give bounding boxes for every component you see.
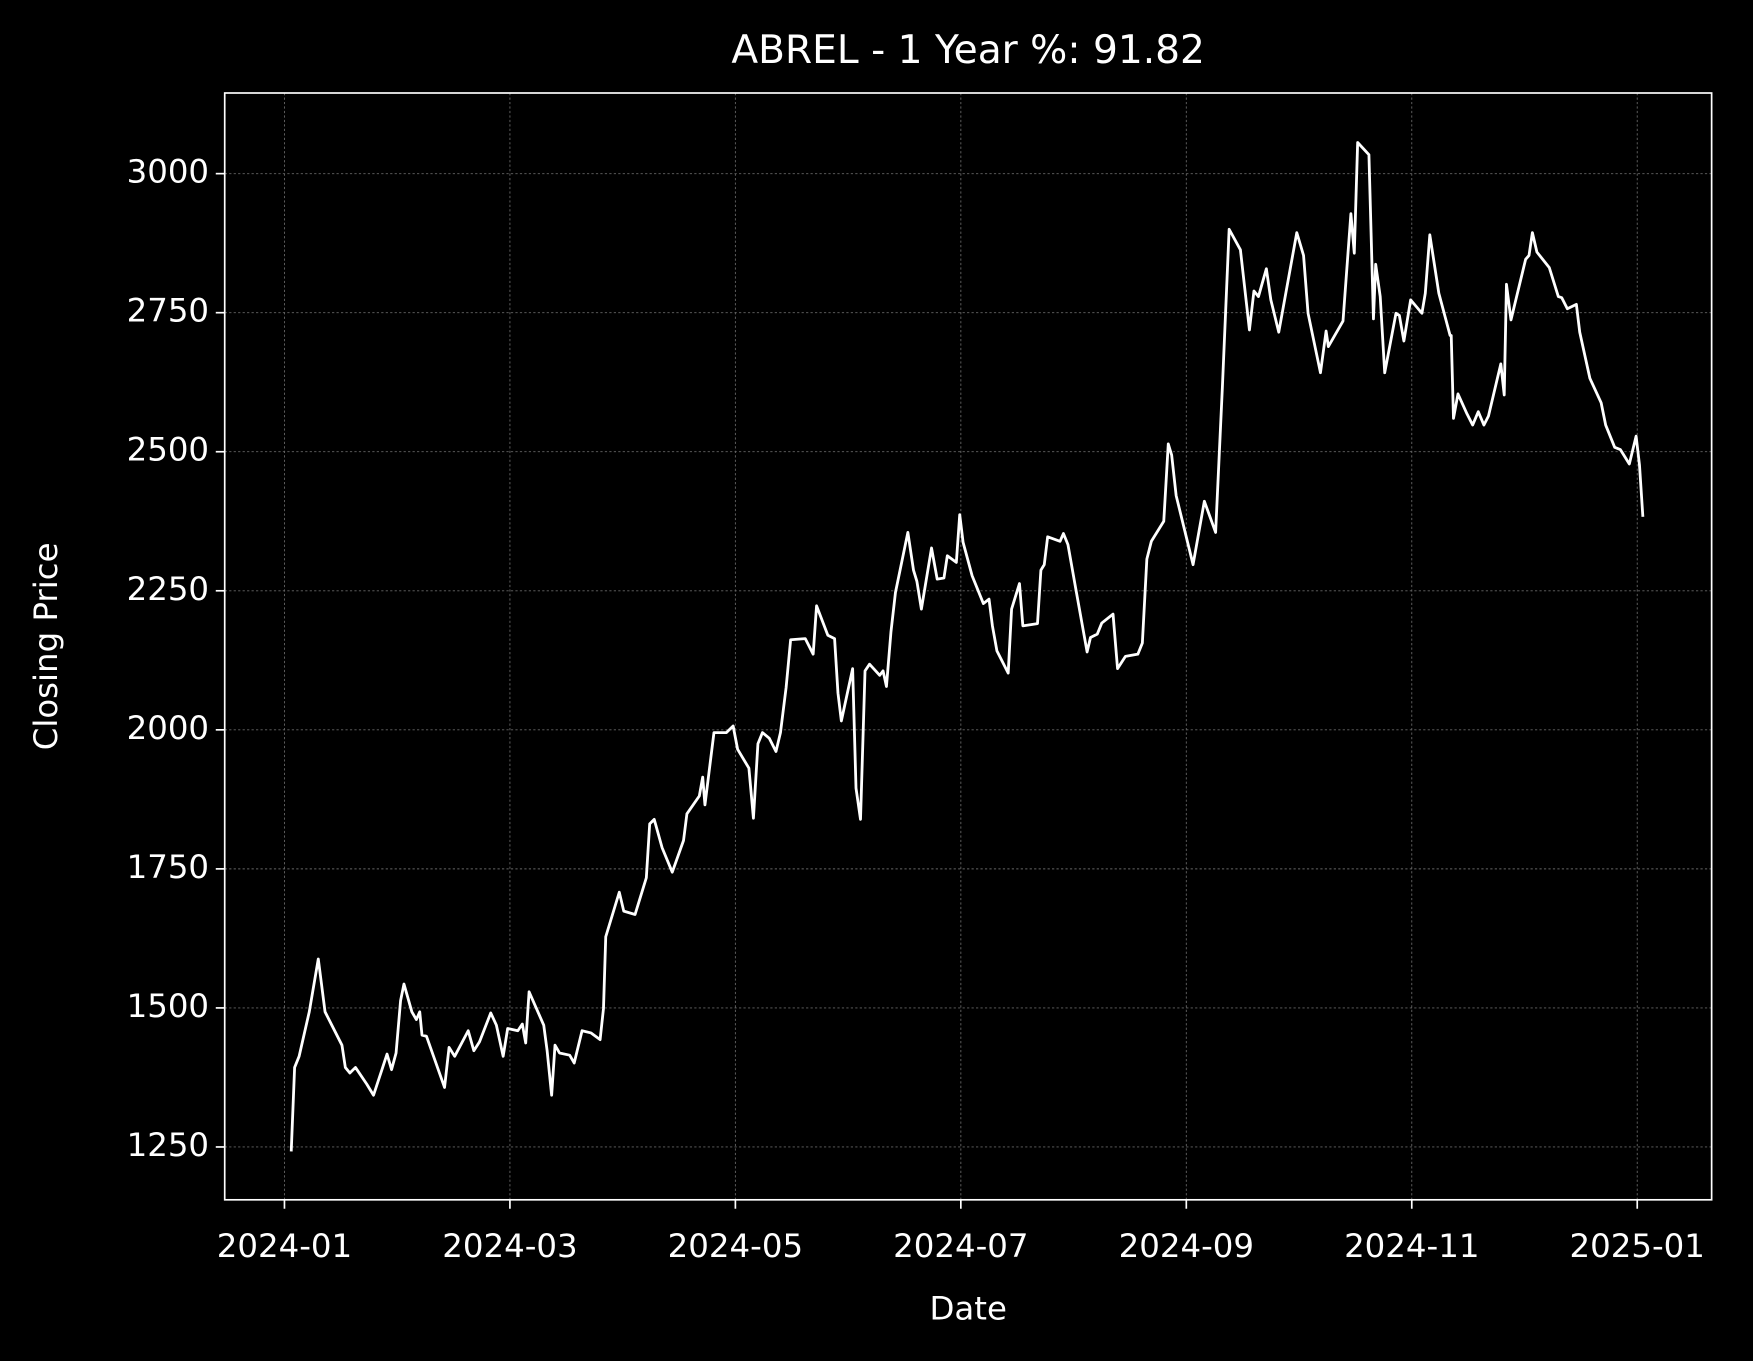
x-tick-label: 2024-07 [893, 1227, 1028, 1265]
x-tick-label: 2025-01 [1570, 1227, 1705, 1265]
y-tick-label: 1250 [127, 1126, 209, 1164]
x-tick-label: 2024-11 [1344, 1227, 1479, 1265]
y-tick-label: 2000 [127, 709, 209, 747]
y-tick-label: 2750 [127, 292, 209, 330]
x-axis-label: Date [929, 1289, 1006, 1327]
y-tick-label: 1750 [127, 848, 209, 886]
x-tick-label: 2024-03 [442, 1227, 577, 1265]
plot-frame [223, 92, 1713, 1201]
y-tick-label: 2500 [127, 431, 209, 469]
x-tick-label: 2024-01 [217, 1227, 352, 1265]
y-tick-label: 3000 [127, 153, 209, 191]
y-tick-label: 2250 [127, 570, 209, 608]
x-tick-label: 2024-05 [668, 1227, 803, 1265]
chart-title: ABREL - 1 Year %: 91.82 [731, 28, 1205, 73]
price-line [289, 141, 1645, 1152]
y-axis-label: Closing Price [27, 542, 65, 750]
x-tick-label: 2024-09 [1119, 1227, 1254, 1265]
y-tick-label: 1500 [127, 987, 209, 1025]
